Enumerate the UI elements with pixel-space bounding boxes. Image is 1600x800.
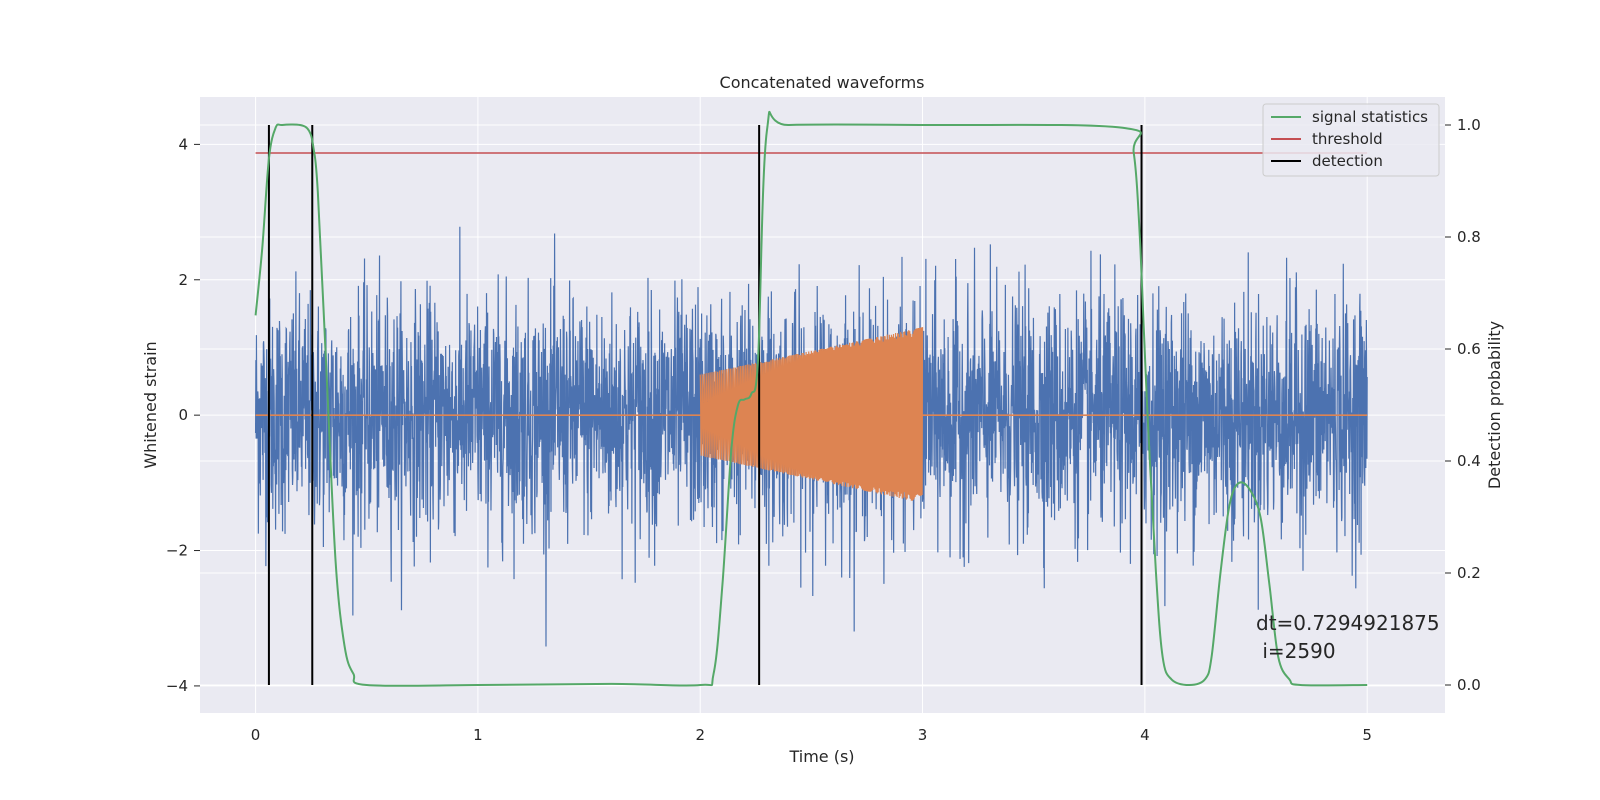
signal-statistics-line [254, 110, 1368, 687]
annotation-line-1: dt=0.7294921875 [1256, 611, 1440, 635]
detection-series [267, 125, 1143, 685]
y-axis-label: Whitened strain [141, 341, 160, 468]
annotation-line-2: i=2590 [1256, 639, 1336, 663]
annotation: dt=0.7294921875 i=2590 [1256, 611, 1440, 663]
chart-title: Concatenated waveforms [720, 73, 925, 92]
y2-axis-label: Detection probability [1485, 321, 1504, 489]
y2-tick-label: 0.4 [1457, 452, 1481, 470]
legend-label-threshold: threshold [1312, 130, 1383, 148]
x-tick-label: 5 [1362, 726, 1372, 744]
y-tick-label: −2 [166, 542, 188, 560]
y2-tick-label: 1.0 [1457, 116, 1481, 134]
x-tick-label: 2 [695, 726, 705, 744]
x-axis-ticks: 0 1 2 3 4 5 [251, 726, 1372, 744]
y-tick-label: 2 [178, 271, 188, 289]
x-tick-label: 0 [251, 726, 261, 744]
y2-tick-label: 0.2 [1457, 564, 1481, 582]
y2-tick-label: 0.6 [1457, 340, 1481, 358]
x-tick-label: 4 [1140, 726, 1150, 744]
legend-label-detection: detection [1312, 152, 1383, 170]
waveform-series [255, 327, 1368, 501]
y2-axis-ticks: 0.0 0.2 0.4 0.6 0.8 1.0 [1445, 116, 1481, 694]
waveform-chirp [699, 327, 924, 501]
y-tick-label: 0 [178, 406, 188, 424]
legend: signal statistics threshold detection [1262, 103, 1440, 177]
y2-tick-label: 0.8 [1457, 228, 1481, 246]
legend-box [1262, 103, 1440, 177]
signal-statistics-series [254, 110, 1368, 687]
y2-tick-label: 0.0 [1457, 676, 1481, 694]
y-axis-ticks: −4 −2 0 2 4 [166, 135, 200, 695]
x-tick-label: 3 [918, 726, 928, 744]
y-tick-label: 4 [178, 135, 188, 153]
x-axis-label: Time (s) [788, 747, 854, 766]
legend-label-signal: signal statistics [1312, 108, 1428, 126]
y-tick-label: −4 [166, 677, 188, 695]
x-tick-label: 1 [473, 726, 483, 744]
